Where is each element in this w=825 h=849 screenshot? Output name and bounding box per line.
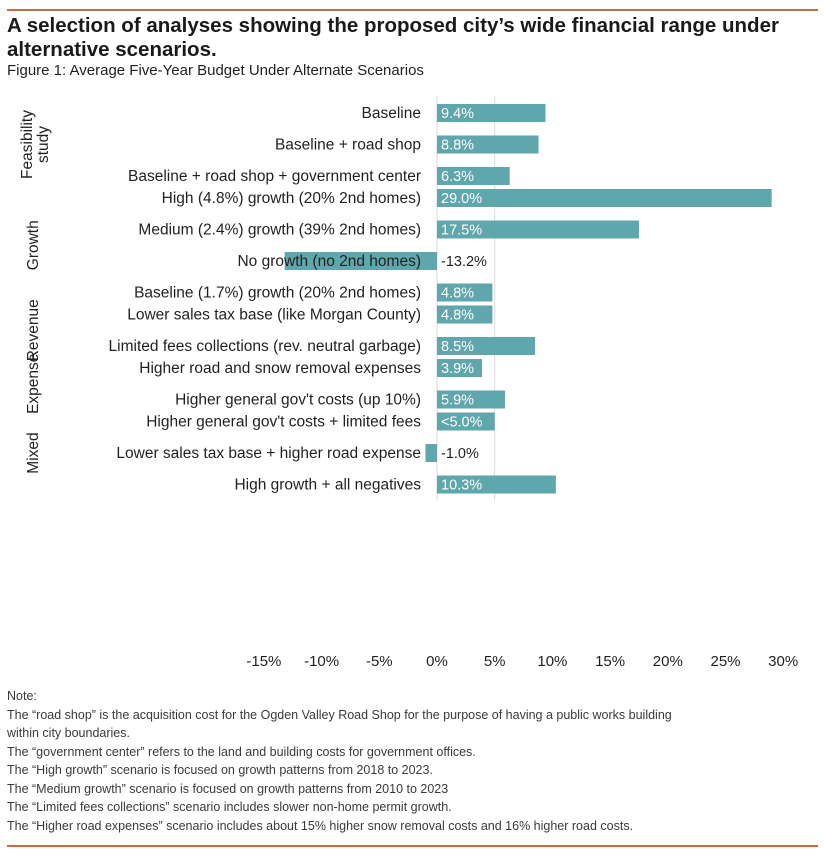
category-label: Lower sales tax base + higher road expen… <box>116 445 421 462</box>
group-label: Mixed <box>25 432 42 473</box>
category-label: High growth + all negatives <box>234 477 421 494</box>
data-label: -1.0% <box>441 446 479 462</box>
data-label: 10.3% <box>441 478 482 494</box>
category-label: Baseline + road shop + government center <box>128 168 421 185</box>
notes-section: Note: The “road shop” is the acquisition… <box>7 687 807 835</box>
group-label: Growth <box>25 220 42 270</box>
note-line: The “Limited fees collections” scenario … <box>7 800 452 814</box>
x-tick-label: 5% <box>484 653 506 670</box>
category-label: Limited fees collections (rev. neutral g… <box>109 338 421 355</box>
bar <box>437 220 639 239</box>
group-label: Expense <box>25 354 42 414</box>
data-label: 9.4% <box>441 106 474 122</box>
bar <box>437 135 539 154</box>
chart-title: A selection of analyses showing the prop… <box>7 14 779 61</box>
note-line: The “Medium growth” scenario is focused … <box>7 781 449 796</box>
data-label: 29.0% <box>441 191 482 207</box>
category-label: Higher road and snow removal expenses <box>139 360 421 377</box>
note-line: The “government center” refers to the la… <box>7 744 476 759</box>
category-label: Higher general gov't costs (up 10%) <box>175 392 421 409</box>
data-label: 4.8% <box>441 286 474 302</box>
figure-caption: Figure 1: Average Five-Year Budget Under… <box>7 62 424 79</box>
category-label: Lower sales tax base (like Morgan County… <box>127 307 421 324</box>
category-label: Baseline (1.7%) growth (20% 2nd homes) <box>134 285 421 302</box>
note-line: The “road shop” is the acquisition cost … <box>7 707 672 722</box>
x-tick-label: -15% <box>246 653 281 670</box>
note-line: The “Higher road expenses” scenario incl… <box>7 818 634 833</box>
bar <box>437 283 493 302</box>
x-tick-label: -5% <box>366 653 393 670</box>
note-line: The “High growth” scenario is focused on… <box>7 763 433 777</box>
data-label: 5.9% <box>441 393 474 409</box>
note-line: within city boundaries. <box>7 726 130 740</box>
top-accent-rule <box>7 9 818 11</box>
bar <box>437 475 556 494</box>
category-label: High (4.8%) growth (20% 2nd homes) <box>162 190 421 207</box>
group-label: Feasibility <box>19 110 36 179</box>
data-label: -13.2% <box>441 254 487 270</box>
x-tick-label: 0% <box>426 653 448 670</box>
bar <box>437 189 772 207</box>
data-label: 6.3% <box>441 169 474 185</box>
x-tick-label: 25% <box>710 653 740 670</box>
data-label: 3.9% <box>441 361 474 377</box>
bar <box>437 359 483 377</box>
category-label: No growth (no 2nd homes) <box>237 253 421 270</box>
x-tick-label: 20% <box>653 653 683 670</box>
x-tick-label: -10% <box>304 653 339 670</box>
x-tick-label: 10% <box>537 653 567 670</box>
data-label: 17.5% <box>441 223 482 239</box>
bar-chart: Baseline 9.4% Baseline + road shop 8.8% Base… <box>19 96 798 670</box>
data-label: 8.5% <box>441 339 474 355</box>
data-label: 8.8% <box>441 138 474 154</box>
bar <box>437 337 536 355</box>
bar <box>284 252 437 270</box>
bar <box>437 305 493 324</box>
notes-heading: Note: <box>7 689 37 703</box>
category-label: Medium (2.4%) growth (39% 2nd homes) <box>138 222 421 239</box>
bar <box>425 444 437 462</box>
bottom-accent-rule <box>7 845 818 847</box>
category-label: Baseline <box>362 105 421 122</box>
data-label: <5.0% <box>441 415 483 431</box>
category-label: Baseline + road shop <box>275 137 421 154</box>
bar <box>437 390 506 409</box>
category-label: Higher general gov't costs + limited fee… <box>146 414 421 431</box>
x-tick-label: 15% <box>595 653 625 670</box>
bar <box>437 412 495 431</box>
x-tick-label: 30% <box>768 653 798 670</box>
bar <box>437 167 510 185</box>
data-label: 4.8% <box>441 308 474 324</box>
group-label: Revenue <box>25 299 42 361</box>
bar <box>437 104 546 122</box>
group-label: study <box>35 126 52 163</box>
